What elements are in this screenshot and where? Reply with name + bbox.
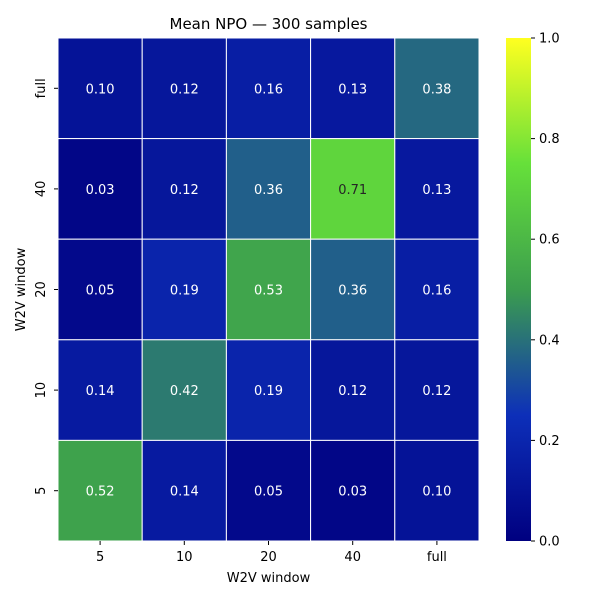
cell-value-label: 0.38 (422, 82, 451, 97)
heatmap-cell (394, 439, 480, 542)
heatmap-cell (225, 238, 312, 341)
heatmap-cell (225, 37, 312, 140)
heatmap-cell (394, 138, 480, 240)
cell-value-label: 0.14 (86, 384, 115, 399)
x-tick-label: full (427, 550, 447, 565)
heatmap-cell (310, 238, 396, 341)
colorbar-tick-label: 0.2 (539, 434, 560, 449)
y-tick-label: 10 (34, 382, 49, 399)
cell-value-label: 0.71 (338, 183, 367, 198)
cell-value-label: 0.12 (338, 384, 367, 399)
heatmap-cell (141, 439, 227, 542)
colorbar-ticks: 0.0 0.2 0.4 0.6 0.8 1.0 (531, 32, 560, 550)
cell-value-label: 0.16 (254, 82, 283, 97)
heatmap-cell (57, 138, 143, 240)
y-tick-label: 20 (34, 281, 49, 298)
cell-value-label: 0.52 (86, 485, 115, 500)
heatmap-cell (57, 439, 143, 542)
y-tick-label: full (34, 78, 49, 98)
heatmap-cell (394, 37, 480, 140)
y-axis-ticks: full 40 20 10 5 (34, 78, 58, 495)
heatmap-cell (141, 37, 227, 140)
y-tick-label: 5 (34, 487, 49, 495)
heatmap-cell (310, 37, 396, 140)
cell-value-label: 0.36 (338, 284, 367, 299)
colorbar-tick-label: 0.0 (539, 535, 560, 550)
cell-value-labels: 0.10 0.12 0.16 0.13 0.38 0.03 0.12 0.36 0.71 0.13… (86, 82, 452, 499)
cell-value-label: 0.19 (254, 384, 283, 399)
x-axis-label: W2V window (227, 571, 311, 586)
heatmap-cell (394, 238, 480, 341)
cell-value-label: 0.42 (170, 384, 199, 399)
cell-value-label: 0.14 (170, 485, 199, 500)
cell-value-label: 0.03 (86, 183, 115, 198)
cell-value-label: 0.12 (422, 384, 451, 399)
colorbar-tick-label: 0.8 (539, 132, 560, 147)
heatmap-cells (57, 37, 480, 542)
x-tick-label: 20 (260, 550, 277, 565)
cell-value-label: 0.12 (170, 183, 199, 198)
heatmap-cell (225, 138, 312, 240)
chart-title: Mean NPO — 300 samples (170, 15, 368, 33)
colorbar-tick-label: 0.6 (539, 233, 560, 248)
cell-value-label: 0.03 (338, 485, 367, 500)
cell-value-label: 0.13 (338, 82, 367, 97)
x-tick-label: 5 (96, 550, 104, 565)
y-tick-label: 40 (34, 181, 49, 198)
cell-value-label: 0.05 (86, 284, 115, 299)
cell-value-label: 0.19 (170, 284, 199, 299)
heatmap-cell (141, 238, 227, 341)
heatmap-cell (310, 339, 396, 441)
cell-value-label: 0.10 (86, 82, 115, 97)
colorbar (506, 38, 531, 541)
cell-value-label: 0.16 (422, 284, 451, 299)
y-axis-label: W2V window (14, 247, 29, 331)
heatmap-cell (141, 339, 227, 441)
heatmap-cell (225, 339, 312, 441)
cell-value-label: 0.12 (170, 82, 199, 97)
cell-value-label: 0.36 (254, 183, 283, 198)
cell-value-label: 0.53 (254, 284, 283, 299)
x-axis-ticks: 5 10 20 40 full (96, 541, 447, 565)
colorbar-tick-label: 1.0 (539, 32, 560, 47)
heatmap-cell (225, 439, 312, 542)
heatmap-cell (394, 339, 480, 441)
cell-value-label: 0.13 (422, 183, 451, 198)
cell-value-label: 0.05 (254, 485, 283, 500)
cell-value-label: 0.10 (422, 485, 451, 500)
heatmap-cell (57, 37, 143, 140)
colorbar-tick-label: 0.4 (539, 333, 560, 348)
x-tick-label: 40 (344, 550, 361, 565)
x-tick-label: 10 (176, 550, 193, 565)
